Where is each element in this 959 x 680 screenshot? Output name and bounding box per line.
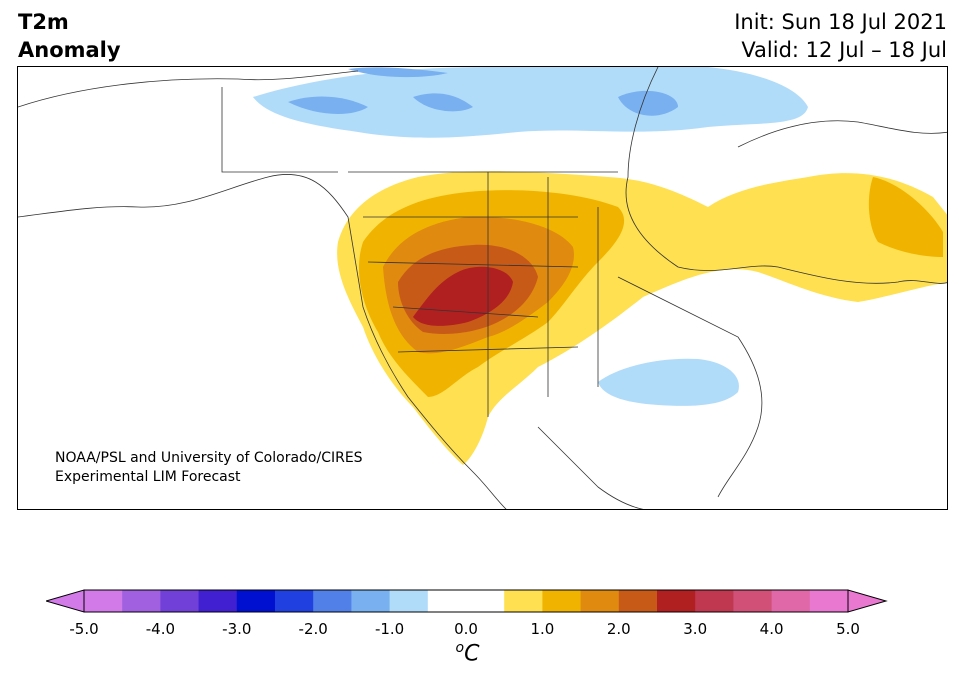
colorbar-segment bbox=[351, 590, 391, 612]
map-canvas bbox=[18, 67, 947, 509]
colorbar-unit: oC bbox=[0, 640, 935, 666]
warm-anomaly-1-0-east bbox=[868, 177, 943, 257]
colorbar-segment bbox=[389, 590, 429, 612]
colorbar-tick-label: 4.0 bbox=[759, 620, 784, 638]
unit-main: C bbox=[464, 641, 480, 667]
attribution-line-1: NOAA/PSL and University of Colorado/CIRE… bbox=[55, 450, 363, 466]
attribution: NOAA/PSL and University of Colorado/CIRE… bbox=[55, 449, 363, 487]
cool-anomaly-north-core-2 bbox=[413, 93, 473, 112]
colorbar-segment bbox=[313, 590, 352, 612]
colorbar-segment bbox=[542, 590, 582, 612]
geographic-boundaries bbox=[18, 67, 947, 509]
colorbar-ticks: -5.0 -4.0 -3.0 -2.0 -1.0 0.0 1.0 2.0 3.0 4.0 5.0 bbox=[0, 620, 959, 642]
colorbar-segment bbox=[504, 590, 543, 612]
colorbar-under-triangle bbox=[44, 589, 85, 613]
colorbar-segment bbox=[695, 590, 734, 612]
colorbar-tick-label: 1.0 bbox=[530, 620, 555, 638]
colorbar-segment bbox=[809, 590, 849, 612]
colorbar-tick-label: 3.0 bbox=[683, 620, 708, 638]
date-info: Init: Sun 18 Jul 2021 Valid: 12 Jul – 18… bbox=[734, 8, 947, 64]
colorbar-tick-label: -1.0 bbox=[374, 620, 405, 638]
title-line-2: Anomaly bbox=[18, 38, 121, 62]
unit-superscript: o bbox=[455, 640, 465, 656]
cool-anomaly-north-core-4 bbox=[348, 67, 448, 78]
cool-anomaly-north-core-3 bbox=[618, 90, 678, 116]
colorbar-tick-label: 5.0 bbox=[836, 620, 860, 638]
colorbar-tick-label: 2.0 bbox=[606, 620, 631, 638]
title-line-1: T2m bbox=[18, 10, 69, 34]
cool-anomaly-southeast bbox=[598, 358, 739, 406]
colorbar-segment bbox=[427, 590, 467, 612]
colorbar-segment bbox=[771, 590, 811, 612]
colorbar-segment bbox=[275, 590, 314, 612]
colorbar-segment bbox=[160, 590, 200, 612]
colorbar-tick-label: -5.0 bbox=[69, 620, 99, 638]
colorbar bbox=[44, 588, 890, 618]
plot-title: T2m Anomaly bbox=[18, 8, 121, 64]
colorbar-tick-label: -2.0 bbox=[298, 620, 328, 638]
cool-anomaly-north-core-1 bbox=[288, 96, 368, 114]
colorbar-over-triangle bbox=[847, 589, 888, 613]
colorbar-tick-label: -3.0 bbox=[222, 620, 252, 638]
valid-date: Valid: 12 Jul – 18 Jul bbox=[741, 38, 947, 62]
colorbar-segment bbox=[733, 590, 773, 612]
attribution-line-2: Experimental LIM Forecast bbox=[55, 469, 241, 485]
cool-anomaly-north bbox=[253, 67, 808, 138]
colorbar-segment bbox=[466, 590, 505, 612]
colorbar-segment bbox=[657, 590, 696, 612]
colorbar-segment bbox=[84, 590, 123, 612]
colorbar-segment bbox=[198, 590, 238, 612]
anomaly-map bbox=[17, 66, 948, 510]
colorbar-segment bbox=[236, 590, 276, 612]
colorbar-svg bbox=[44, 589, 888, 613]
colorbar-segment bbox=[122, 590, 161, 612]
init-date: Init: Sun 18 Jul 2021 bbox=[734, 10, 947, 34]
colorbar-segment bbox=[580, 590, 620, 612]
colorbar-tick-label: -4.0 bbox=[145, 620, 176, 638]
colorbar-segment bbox=[618, 590, 658, 612]
colorbar-tick-label: 0.0 bbox=[454, 620, 478, 638]
colorbar-outline bbox=[83, 589, 849, 613]
